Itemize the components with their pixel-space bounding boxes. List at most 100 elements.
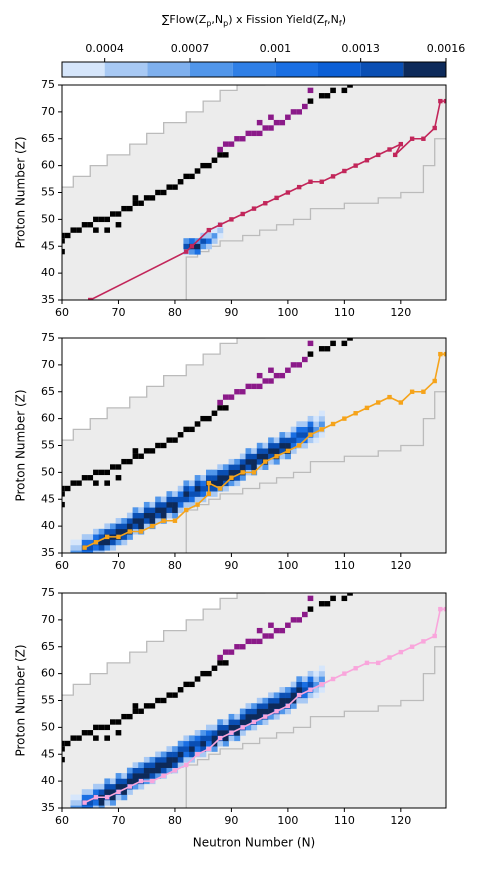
path-marker	[285, 448, 291, 454]
heat-cell	[290, 437, 297, 444]
stable-nucleus	[81, 475, 88, 481]
heat-cell	[110, 528, 116, 535]
heat-cell	[104, 528, 111, 535]
path-marker	[364, 660, 370, 666]
stable-nucleus	[115, 211, 122, 217]
purple-nucleus	[279, 372, 286, 379]
stable-nucleus	[62, 232, 65, 239]
heat-cell	[251, 453, 258, 460]
heat-cell	[307, 421, 314, 427]
path-marker	[240, 211, 245, 217]
heat-cell	[211, 238, 218, 244]
stable-nucleus	[93, 216, 99, 223]
path-marker	[251, 719, 257, 725]
path-marker	[82, 545, 87, 550]
heat-cell	[126, 523, 133, 530]
stable-nucleus	[132, 448, 139, 454]
heat-cell	[313, 432, 320, 438]
stable-nucleus	[206, 162, 212, 169]
path-marker	[308, 179, 313, 184]
path-marker	[127, 784, 132, 789]
stable-nucleus	[330, 87, 336, 94]
heat-cell	[115, 794, 122, 801]
heat-cell	[98, 799, 105, 806]
heat-cell	[183, 485, 190, 492]
path-marker	[184, 249, 189, 254]
heat-cell	[228, 458, 235, 465]
heat-cell	[172, 746, 179, 752]
path-marker	[438, 351, 443, 357]
heat-cell	[273, 697, 280, 704]
x-tick-label: 70	[111, 559, 125, 572]
stable-nucleus	[347, 85, 353, 88]
heat-cell	[143, 762, 150, 768]
y-tick-label: 70	[41, 105, 55, 118]
heat-cell	[200, 475, 207, 481]
heat-cell	[200, 751, 207, 758]
x-tick-label: 110	[334, 559, 355, 572]
stable-nucleus	[76, 735, 82, 741]
x-tick-label: 70	[111, 306, 125, 319]
heat-cell	[234, 719, 241, 725]
path-marker	[251, 206, 257, 211]
heat-cell	[81, 794, 88, 801]
path-marker	[421, 639, 426, 644]
heat-cell	[121, 518, 128, 524]
stable-nucleus	[98, 216, 105, 223]
stable-nucleus	[211, 157, 218, 163]
purple-nucleus	[222, 649, 229, 655]
path-marker	[398, 649, 404, 655]
heat-cell	[177, 762, 184, 768]
x-tick-label: 100	[277, 814, 298, 827]
purple-nucleus	[217, 399, 223, 406]
heat-cell	[138, 762, 145, 768]
stable-nucleus	[126, 458, 133, 465]
heat-cell	[217, 469, 224, 476]
heat-cell	[76, 816, 82, 822]
heat-cell	[285, 442, 292, 449]
heat-cell	[87, 805, 94, 808]
heat-cell	[166, 746, 173, 752]
stable-nucleus	[149, 195, 156, 201]
heat-cell	[177, 496, 184, 503]
stable-nucleus	[104, 216, 110, 223]
path-marker	[82, 800, 87, 805]
heat-cell	[121, 534, 128, 540]
stable-nucleus	[143, 703, 150, 709]
heat-cell	[302, 681, 308, 688]
heat-cell	[313, 670, 320, 677]
stable-nucleus	[341, 87, 348, 94]
heat-cell	[296, 687, 303, 693]
stable-nucleus	[149, 448, 156, 454]
heat-cell	[138, 512, 145, 519]
purple-nucleus	[279, 119, 286, 126]
heat-cell	[110, 794, 116, 801]
heat-cell	[194, 480, 201, 487]
path-marker	[432, 633, 437, 639]
heat-cell	[76, 539, 83, 546]
path-marker	[285, 190, 291, 195]
colorbar-segment	[318, 62, 361, 77]
heat-cell	[318, 665, 325, 672]
heat-cell	[313, 692, 320, 699]
stable-nucleus	[81, 222, 88, 228]
heat-cell	[143, 773, 150, 779]
heat-cell	[138, 773, 145, 779]
stable-nucleus	[115, 464, 122, 470]
heat-cell	[87, 544, 94, 551]
x-tick-label: 110	[334, 814, 355, 827]
x-tick-label: 120	[390, 559, 411, 572]
stable-nucleus	[115, 719, 122, 725]
y-tick-label: 70	[41, 358, 55, 371]
stable-nucleus	[64, 485, 71, 492]
heat-cell	[268, 692, 275, 699]
heat-cell	[189, 238, 196, 244]
path-marker	[138, 529, 144, 534]
heat-cell	[251, 713, 258, 720]
stable-nucleus	[160, 442, 167, 449]
heat-cell	[189, 491, 196, 497]
path-marker	[353, 411, 358, 416]
heat-cell	[70, 544, 77, 551]
heat-cell	[262, 464, 269, 470]
heat-cell	[279, 697, 286, 704]
